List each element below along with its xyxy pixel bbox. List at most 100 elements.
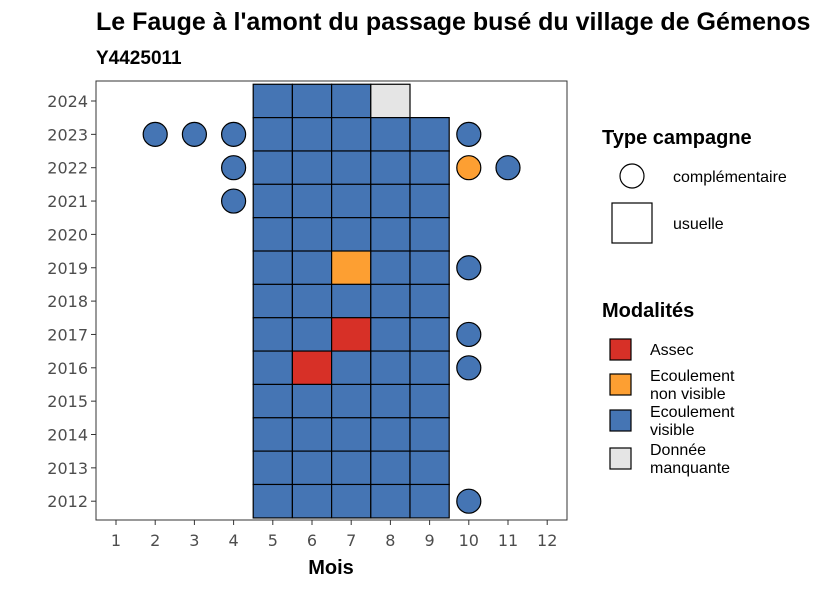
usuelle-cell-2019-9 [409,250,450,286]
x-axis-title: Mois [308,557,354,579]
usuelle-cell-2022-5 [252,150,293,186]
usuelle-cell-2016-5 [252,350,293,386]
plot-panel [95,80,568,521]
usuelle-cell-2012-6 [291,483,333,519]
usuelle-cell-2012-5 [252,483,293,519]
legend-type-label: usuelle [673,216,724,233]
usuelle-cell-2014-8 [370,417,411,452]
y-tick-label: 2012 [47,492,88,511]
usuelle-cell-2022-7 [331,150,372,186]
usuelle-cell-2017-9 [409,317,450,352]
complementaire-point-2017-10 [456,321,482,348]
usuelle-cell-2020-8 [370,217,411,252]
usuelle-cell-2019-8 [370,250,411,286]
usuelle-cell-2023-7 [331,116,372,152]
usuelle-cell-2015-5 [252,383,293,419]
usuelle-cell-2014-7 [331,417,372,452]
complementaire-point-2023-10 [456,121,482,147]
usuelle-cell-2012-8 [370,483,411,519]
y-tick-label: 2024 [47,92,88,111]
usuelle-cell-2015-6 [291,383,333,419]
y-axis: 2012 2013 2014 2015 2016 2017 2018 2019 2020 2021… [47,92,96,511]
usuelle-cell-2018-5 [252,283,293,319]
usuelle-cell-2023-6 [291,116,333,152]
x-tick-label: 8 [385,531,395,550]
complementaire-point-2023-4 [221,121,247,147]
x-tick-label: 10 [459,531,479,550]
x-tick-label: 5 [268,531,278,550]
legend-type-items: complémentaire usuelle [611,163,787,244]
usuelle-cell-2024-6 [291,83,333,119]
x-tick-label: 9 [425,531,435,550]
y-tick-label: 2018 [47,292,88,311]
legend: Type campagne Modalités complémentaire us… [602,127,787,477]
x-tick-label: 7 [346,531,356,550]
usuelle-cell-2017-5 [252,317,293,352]
usuelle-cell-2018-8 [370,283,411,319]
usuelle-cell-2013-6 [291,450,333,486]
complementaire-point-2023-2 [142,121,168,147]
usuelle-cell-2013-7 [331,450,372,486]
usuelle-cell-2021-5 [252,183,293,219]
legend-type-label: complémentaire [673,169,787,186]
chart-title: Le Fauge à l'amont du passage busé du vi… [96,8,810,36]
usuelle-cell-2018-6 [291,283,333,319]
complementaire-point-2022-4 [221,155,247,181]
usuelle-cell-2016-7 [331,350,372,386]
legend-modalite-label: Ecoulement [650,368,735,385]
usuelle-cell-2014-6 [291,417,333,452]
y-tick-label: 2014 [47,426,88,445]
usuelle-cell-2021-9 [409,183,450,219]
usuelle-cell-2024-8 [370,83,411,119]
usuelle-cell-2014-9 [409,417,450,452]
x-tick-label: 6 [307,531,317,550]
usuelle-cell-2016-6 [291,350,333,386]
complementaire-point-2012-10 [456,488,482,514]
legend-modalite-label: Assec [650,342,694,359]
y-tick-label: 2023 [47,125,88,144]
legend-type-title: Type campagne [602,127,752,149]
x-tick-label: 3 [189,531,199,550]
complementaire-point-2019-10 [456,255,482,281]
usuelle-cell-2017-7 [331,317,372,352]
usuelle-cell-2019-5 [252,250,293,286]
x-tick-label: 11 [498,531,518,550]
legend-modalite-swatch [609,447,632,470]
x-tick-label: 1 [111,531,121,550]
usuelle-cell-2019-6 [291,250,333,286]
complementaire-point-2022-11 [495,155,521,181]
usuelle-cell-2017-6 [291,317,333,352]
legend-modalite-swatch [609,338,632,361]
usuelle-cell-2013-8 [370,450,411,486]
legend-modalite-label: visible [650,422,695,439]
complementaire-point-2023-3 [181,121,207,147]
complementaire-point-2022-10 [456,155,482,181]
y-tick-label: 2020 [47,225,88,244]
legend-circle-key [619,163,645,189]
y-tick-label: 2019 [47,259,88,278]
complementaire-point-2016-10 [456,355,482,381]
usuelle-cell-2024-7 [331,83,372,119]
usuelle-cell-2015-8 [370,383,411,419]
usuelle-cell-2019-7 [331,250,372,286]
legend-modalite-swatch [609,373,632,396]
usuelle-cell-2023-8 [370,116,411,152]
chart-subtitle: Y4425011 [96,48,182,69]
legend-modalite-label: non visible [650,386,726,403]
y-tick-label: 2022 [47,159,88,178]
complementaire-point-2021-4 [221,188,247,214]
usuelle-cell-2020-6 [291,217,333,252]
x-tick-label: 12 [537,531,557,550]
usuelle-cell-2020-5 [252,217,293,252]
y-tick-label: 2021 [47,192,88,211]
usuelle-cell-2012-7 [331,483,372,519]
usuelle-cell-2012-9 [409,483,450,519]
usuelle-cell-2022-8 [370,150,411,186]
usuelle-cell-2018-9 [409,283,450,319]
y-tick-label: 2017 [47,325,88,344]
usuelle-cell-2017-8 [370,317,411,352]
legend-modalite-label: Donnée [650,442,706,459]
usuelle-cell-2021-6 [291,183,333,219]
